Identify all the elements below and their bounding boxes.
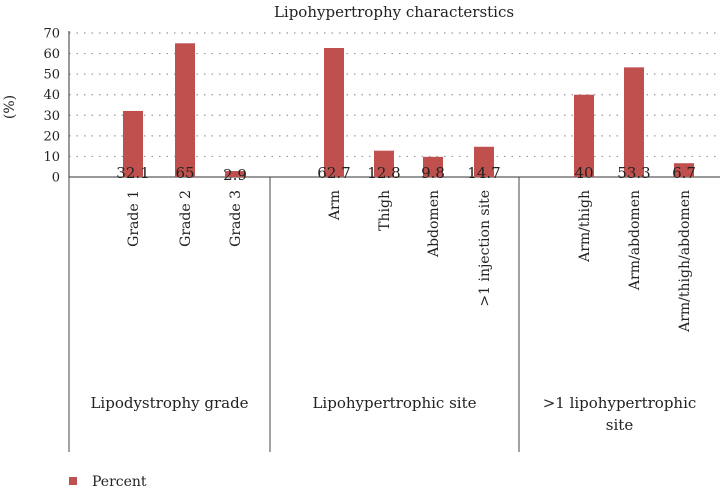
bar bbox=[423, 156, 443, 177]
category-label: Abdomen bbox=[426, 190, 442, 258]
data-label: 6.7 bbox=[672, 164, 696, 182]
legend-label: Percent bbox=[92, 474, 147, 490]
bar bbox=[374, 150, 394, 177]
category-label: Grade 1 bbox=[126, 190, 142, 247]
data-label: 53.3 bbox=[617, 164, 650, 182]
y-tick-label: 20 bbox=[43, 129, 60, 144]
data-labels: 32.1 65 2.9 62.7 12.8 9.8 14.7 40 53.3 6.7 bbox=[116, 164, 696, 184]
y-tick-label: 50 bbox=[43, 68, 60, 83]
data-label: 14.7 bbox=[467, 164, 500, 182]
bar bbox=[624, 67, 644, 177]
y-tick-label: 70 bbox=[43, 27, 60, 42]
bar bbox=[674, 163, 694, 177]
gridlines bbox=[69, 32, 720, 158]
y-tick-label: 0 bbox=[52, 171, 60, 186]
bar bbox=[324, 48, 344, 177]
category-label: Arm/thigh/abdomen bbox=[677, 190, 693, 333]
category-label: Arm bbox=[327, 190, 343, 221]
group-label: >1 lipohypertrophic bbox=[543, 394, 697, 412]
bar bbox=[225, 171, 245, 177]
data-label: 65 bbox=[175, 164, 194, 182]
data-label: 12.8 bbox=[367, 164, 400, 182]
data-label: 9.8 bbox=[421, 164, 445, 182]
data-label: 62.7 bbox=[317, 164, 350, 182]
bar bbox=[123, 110, 143, 177]
data-label: 32.1 bbox=[116, 164, 149, 182]
bars bbox=[123, 43, 694, 178]
category-label: Grade 2 bbox=[178, 190, 194, 247]
bar bbox=[175, 43, 195, 178]
y-tick-label: 10 bbox=[43, 150, 60, 165]
group-label: Lipohypertrophic site bbox=[312, 394, 476, 412]
data-label: 40 bbox=[574, 164, 593, 182]
bar bbox=[574, 94, 594, 177]
group-labels: Lipodystrophy grade Lipohypertrophic site… bbox=[90, 394, 696, 434]
category-labels: Grade 1 Grade 2 Grade 3 Arm Thigh Abdomen >1 i… bbox=[126, 190, 693, 333]
category-label: >1 injection site bbox=[477, 190, 493, 307]
y-tick-label: 30 bbox=[43, 109, 60, 124]
legend: Percent bbox=[69, 474, 147, 490]
y-axis-label: (%) bbox=[2, 95, 18, 119]
category-label: Arm/abdomen bbox=[627, 190, 643, 291]
chart-title: Lipohypertrophy characterstics bbox=[274, 3, 514, 21]
bar bbox=[474, 146, 494, 177]
y-tick-label: 40 bbox=[43, 88, 60, 103]
group-label: site bbox=[606, 416, 634, 434]
y-tick-label: 60 bbox=[43, 47, 60, 62]
group-label: Lipodystrophy grade bbox=[90, 394, 248, 412]
data-label: 2.9 bbox=[223, 166, 247, 184]
category-label: Arm/thigh bbox=[577, 190, 593, 263]
axes: 0 10 20 30 40 50 60 70 bbox=[43, 27, 720, 452]
category-label: Thigh bbox=[377, 190, 393, 231]
legend-swatch bbox=[69, 477, 77, 485]
category-label: Grade 3 bbox=[228, 190, 244, 247]
